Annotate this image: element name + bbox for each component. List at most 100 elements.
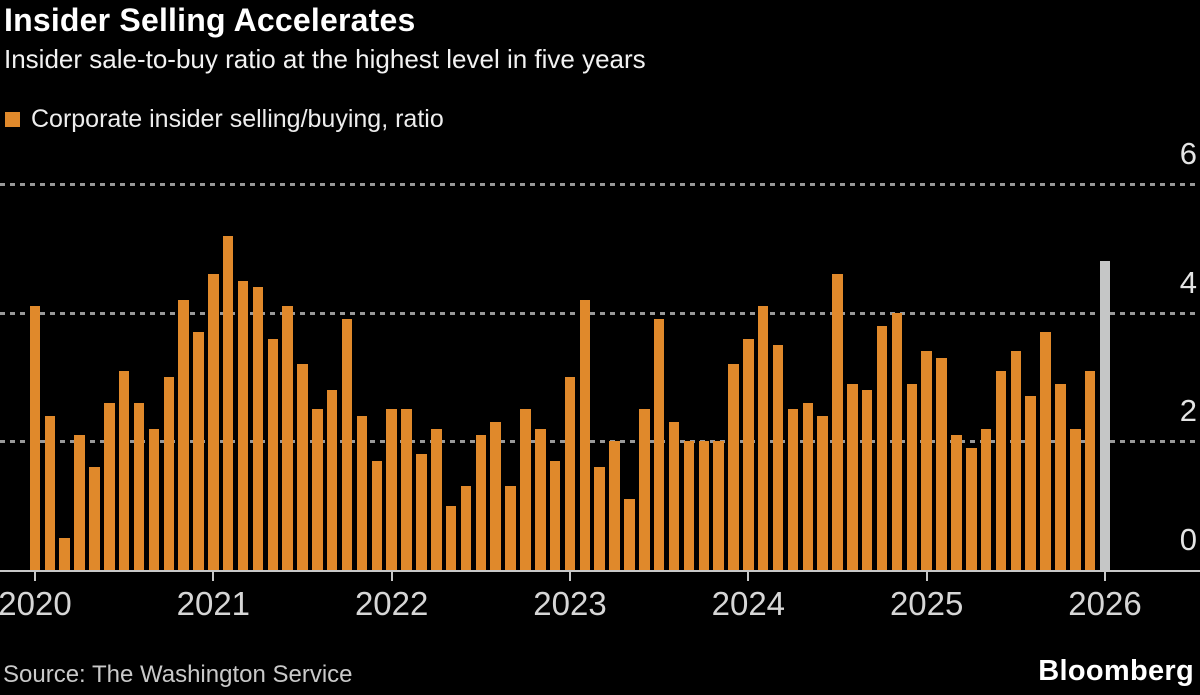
y-axis-label-4: 4 <box>1179 264 1197 300</box>
bar-2023-11 <box>713 441 724 570</box>
bar-2024-08 <box>847 383 858 570</box>
bar-2021-06 <box>282 306 293 570</box>
bar-2022-08 <box>490 422 501 570</box>
x-axis-tick-2021 <box>212 571 215 581</box>
bar-2021-08 <box>312 409 323 570</box>
x-axis-label-2023: 2023 <box>533 585 607 622</box>
bar-2025-03 <box>951 434 962 570</box>
x-axis-label-2022: 2022 <box>354 585 429 622</box>
bar-2025-08 <box>1025 396 1036 570</box>
bar-2024-12 <box>906 383 918 570</box>
bar-2026-01 <box>1099 261 1111 570</box>
bar-2023-08 <box>668 422 680 570</box>
bar-2020-11 <box>178 299 189 570</box>
bar-2021-02 <box>222 235 234 570</box>
gridline-y6 <box>0 183 1197 187</box>
bar-2022-03 <box>416 454 427 570</box>
y-axis-label-0: 0 <box>1179 522 1197 557</box>
bar-2021-04 <box>252 287 264 570</box>
legend-swatch-icon <box>5 112 20 127</box>
y-axis-label-2: 2 <box>1179 393 1197 429</box>
y-axis-label-6: 6 <box>1179 136 1197 172</box>
bar-2024-04 <box>787 409 799 570</box>
bar-2024-01 <box>743 338 754 570</box>
bar-2021-03 <box>237 280 249 570</box>
bar-2023-05 <box>624 499 635 570</box>
bar-2024-07 <box>832 274 843 570</box>
source-note: Source: The Washington Service <box>3 661 353 688</box>
x-axis-tick-2025 <box>925 571 928 581</box>
bar-2025-06 <box>995 370 1007 570</box>
x-axis-tick-2024 <box>747 571 750 581</box>
bar-2025-01 <box>921 351 932 570</box>
bar-2023-09 <box>683 441 695 570</box>
bar-2021-11 <box>356 415 368 570</box>
bar-2020-09 <box>148 428 160 570</box>
bar-2021-07 <box>297 364 308 570</box>
bar-2024-05 <box>802 402 814 570</box>
x-axis-tick-2026 <box>1104 571 1106 581</box>
x-axis-label-2025: 2025 <box>889 585 964 622</box>
bar-2020-07 <box>118 370 130 570</box>
x-axis-line <box>0 570 1200 572</box>
bar-2021-10 <box>341 319 353 570</box>
bar-2020-12 <box>193 332 204 570</box>
bar-2025-04 <box>966 447 977 570</box>
bloomberg-logo: Bloomberg <box>1038 655 1194 687</box>
bar-2025-10 <box>1055 383 1066 570</box>
bar-2025-12 <box>1084 370 1096 570</box>
x-axis-label-2026: 2026 <box>1068 585 1142 622</box>
legend-label: Corporate insider selling/buying, ratio <box>31 105 444 133</box>
bar-2025-05 <box>980 428 992 570</box>
x-axis-tick-2022 <box>390 571 393 581</box>
bar-2021-09 <box>326 389 338 570</box>
bar-2022-11 <box>535 428 546 570</box>
bar-2024-06 <box>817 415 828 570</box>
legend: Corporate insider selling/buying, ratio <box>5 105 444 134</box>
x-axis-label-2020: 2020 <box>0 585 72 622</box>
bar-2023-12 <box>728 364 739 570</box>
bar-2025-02 <box>936 357 947 570</box>
bar-2023-06 <box>639 409 650 570</box>
bar-2025-11 <box>1070 428 1081 570</box>
bar-2020-04 <box>74 434 85 570</box>
bar-2022-04 <box>431 428 442 570</box>
bar-2022-02 <box>401 409 412 570</box>
bar-2020-08 <box>133 402 145 570</box>
bar-2023-03 <box>594 467 605 570</box>
bar-2020-06 <box>104 402 115 570</box>
x-axis-tick-2023 <box>569 571 571 581</box>
bar-2022-06 <box>460 486 472 570</box>
bar-2022-12 <box>549 460 561 570</box>
gridline-y2 <box>0 440 1197 444</box>
bar-2022-07 <box>475 434 487 570</box>
bar-2021-12 <box>371 460 383 570</box>
bar-2024-11 <box>891 312 903 570</box>
x-axis-tick-2020 <box>34 571 36 581</box>
bar-2020-10 <box>163 377 174 570</box>
bar-2023-10 <box>698 441 709 570</box>
chart-subtitle: Insider sale-to-buy ratio at the highest… <box>4 44 646 74</box>
bar-2025-07 <box>1010 351 1022 570</box>
bar-2024-10 <box>876 325 888 570</box>
bar-2020-01 <box>29 306 41 570</box>
bar-2024-02 <box>757 306 769 570</box>
bar-2022-10 <box>520 409 531 570</box>
bar-2020-02 <box>44 415 56 570</box>
bar-2021-05 <box>267 338 279 570</box>
chart-title: Insider Selling Accelerates <box>4 2 416 38</box>
bar-2022-01 <box>386 409 397 570</box>
gridline-y4 <box>0 311 1197 315</box>
bar-2023-02 <box>579 299 591 570</box>
x-axis-label-2021: 2021 <box>176 585 251 622</box>
bar-2020-05 <box>89 467 100 570</box>
bar-2021-01 <box>208 274 219 570</box>
bar-2024-09 <box>861 389 873 570</box>
bar-2022-09 <box>505 486 516 570</box>
bar-2025-09 <box>1040 332 1051 570</box>
bar-2023-04 <box>609 441 620 570</box>
bar-2020-03 <box>59 537 70 570</box>
bar-2022-05 <box>445 505 457 570</box>
